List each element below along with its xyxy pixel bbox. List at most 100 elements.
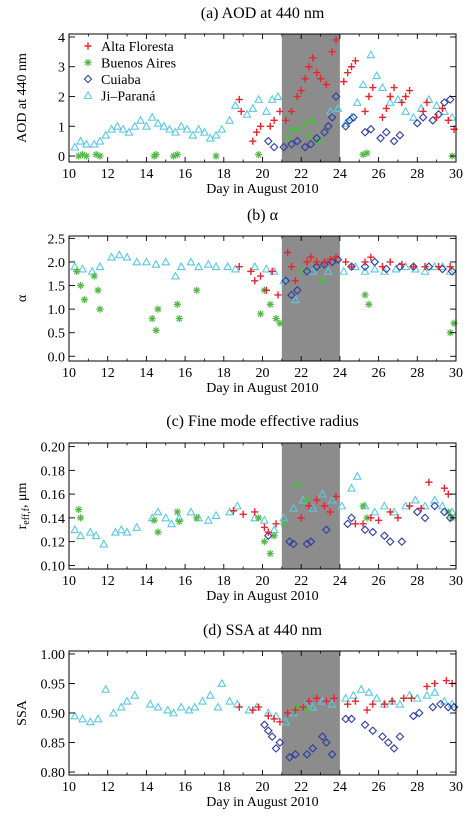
y-tick-label: 0.10: [41, 559, 66, 574]
legend-marker-buenos-aires: [84, 58, 92, 67]
x-tick-label: 20: [256, 574, 270, 589]
data-point: [249, 706, 257, 714]
y-tick-label: 0.85: [41, 737, 66, 752]
data-point: [291, 749, 300, 759]
data-point: [430, 687, 440, 696]
data-point: [332, 253, 340, 261]
data-point: [116, 525, 126, 534]
data-point: [73, 267, 81, 275]
data-point: [275, 738, 285, 747]
data-point: [423, 682, 431, 691]
data-point: [194, 124, 204, 133]
data-point: [326, 508, 334, 516]
data-point: [256, 122, 265, 130]
data-point: [424, 262, 434, 272]
data-point: [320, 502, 329, 510]
y-tick-label: 1: [58, 120, 65, 135]
data-point: [301, 75, 309, 83]
data-point: [312, 133, 322, 143]
x-tick-label: 22: [294, 167, 308, 182]
data-point: [412, 118, 422, 128]
data-point: [377, 82, 388, 92]
data-point: [188, 130, 198, 139]
x-tick-label: 10: [62, 574, 76, 589]
data-point: [186, 257, 196, 266]
data-point: [438, 104, 447, 113]
data-point: [92, 150, 100, 159]
data-point: [153, 118, 163, 127]
series-buenos-aires: [73, 267, 458, 337]
data-point: [152, 150, 160, 159]
data-point: [170, 271, 180, 280]
data-point: [255, 150, 263, 159]
data-point: [382, 104, 390, 113]
legend-label-ji-paran: Ji–Paraná: [101, 90, 156, 105]
data-point: [306, 537, 316, 547]
data-point: [440, 484, 448, 492]
data-point: [260, 523, 269, 531]
data-point: [154, 305, 162, 313]
data-point: [112, 121, 122, 130]
data-point: [327, 495, 337, 504]
data-point: [78, 264, 88, 273]
data-point: [446, 263, 454, 271]
data-point: [309, 116, 317, 124]
data-point: [368, 726, 378, 736]
data-point: [300, 142, 310, 152]
data-point: [401, 106, 411, 115]
data-point: [194, 261, 204, 271]
shaded-period: [281, 34, 340, 162]
data-point: [182, 124, 192, 133]
x-tick-label: 24: [333, 366, 347, 381]
data-point: [256, 272, 265, 280]
data-point: [320, 258, 329, 266]
data-point: [211, 510, 221, 519]
data-point: [110, 527, 120, 536]
data-point: [124, 127, 134, 136]
data-point: [380, 531, 389, 541]
data-point: [375, 516, 383, 524]
x-tick-label: 14: [139, 167, 153, 182]
data-point: [342, 258, 350, 266]
data-point: [70, 142, 80, 151]
x-axis-label: Day in August 2010: [206, 182, 318, 197]
data-point: [285, 537, 294, 547]
data-point: [260, 538, 269, 546]
series-cuiaba: [260, 699, 459, 762]
data-point: [147, 112, 157, 121]
data-point: [292, 285, 302, 295]
data-point: [266, 122, 274, 130]
data-point: [235, 95, 243, 104]
data-point: [288, 503, 298, 512]
data-point: [251, 508, 259, 516]
data-point: [420, 266, 430, 275]
y-axis-label-part: eff,f: [21, 507, 32, 524]
y-tick-label: 3: [58, 61, 65, 76]
data-point: [235, 263, 243, 271]
data-point: [132, 257, 142, 266]
y-tick-label: 0.0: [48, 350, 66, 365]
x-tick-label: 26: [372, 780, 386, 795]
data-point: [280, 520, 288, 528]
data-point: [369, 700, 377, 708]
data-point: [232, 501, 242, 510]
data-point: [212, 152, 220, 160]
data-point: [78, 150, 87, 159]
data-point: [81, 139, 91, 148]
data-point: [151, 259, 161, 268]
data-point: [414, 708, 424, 718]
data-point: [313, 258, 321, 266]
x-tick-label: 30: [449, 167, 463, 182]
legend-marker-alta-floresta: [84, 42, 92, 50]
panel-title: (a) AOD at 440 nm: [201, 5, 325, 22]
data-point: [239, 510, 247, 518]
data-point: [320, 259, 329, 269]
data-point: [347, 263, 356, 271]
data-point: [77, 281, 85, 290]
x-tick-label: 16: [178, 366, 192, 381]
data-point: [365, 92, 373, 101]
data-point: [433, 113, 441, 121]
data-point: [322, 697, 330, 705]
